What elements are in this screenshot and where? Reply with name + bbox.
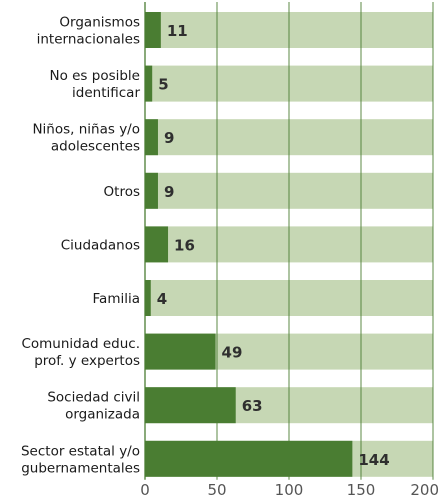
- x-tick-label: 100: [275, 481, 304, 495]
- x-tick-label: 200: [410, 481, 439, 495]
- category-label: Otros: [104, 184, 140, 200]
- category-label: Familia: [93, 291, 140, 307]
- bar: [145, 226, 169, 263]
- data-label: 16: [174, 236, 195, 254]
- category-label: Comunidad educ. prof. y expertos: [21, 336, 140, 369]
- category-label: Sociedad civil organizada: [47, 390, 140, 423]
- category-label: Organismos internacionales: [37, 15, 140, 48]
- bar: [145, 333, 216, 370]
- bar: [145, 440, 353, 477]
- bar: [145, 12, 161, 48]
- bar: [145, 280, 151, 316]
- category-label: No es posible identificar: [49, 68, 140, 101]
- data-label: 63: [242, 397, 263, 415]
- data-label: 5: [158, 76, 168, 94]
- x-tick-label: 150: [347, 481, 376, 495]
- bar: [145, 65, 153, 102]
- x-tick-label: 50: [207, 481, 226, 495]
- data-label: 9: [164, 183, 174, 201]
- data-label: 11: [167, 22, 188, 40]
- data-label: 9: [164, 129, 174, 147]
- category-label: Niños, niñas y/o adolescentes: [32, 122, 140, 155]
- data-label: 49: [222, 344, 243, 362]
- bar: [145, 119, 158, 156]
- category-label: Sector estatal y/o gubernamentales: [21, 443, 140, 476]
- bar: [145, 387, 236, 424]
- data-label: 144: [358, 451, 389, 469]
- bar: [145, 172, 158, 209]
- data-label: 4: [157, 290, 167, 308]
- category-label: Ciudadanos: [61, 237, 140, 253]
- x-tick-label: 0: [140, 481, 150, 495]
